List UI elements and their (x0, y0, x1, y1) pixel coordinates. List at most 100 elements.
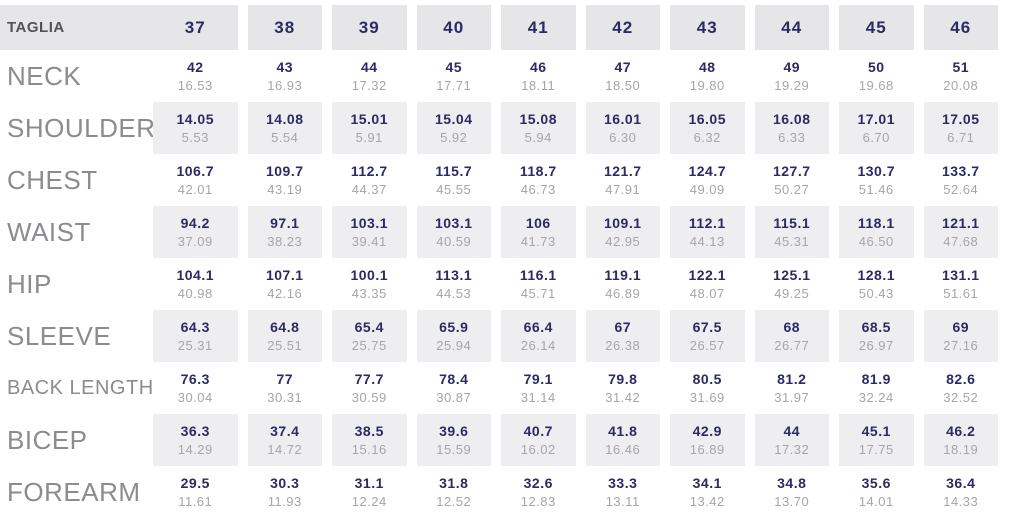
row-label-cell: SHOULDER (0, 102, 155, 154)
cm-value: 34.1 (692, 474, 722, 491)
inch-value: 52.64 (943, 181, 979, 197)
cm-value: 106.7 (176, 162, 215, 179)
inch-value: 30.87 (436, 389, 472, 405)
measurement-cell: 16.01 6.30 (575, 102, 660, 154)
measurement-cell: 94.2 37.09 (153, 206, 238, 258)
cm-value: 107.1 (265, 266, 304, 283)
cm-value: 65.9 (439, 318, 469, 335)
cm-value: 118.7 (519, 162, 557, 179)
measurement-cell: 17.01 6.70 (829, 102, 914, 154)
inch-value: 46.50 (858, 233, 894, 249)
cm-value: 51 (952, 58, 970, 75)
cm-value: 15.04 (434, 110, 473, 127)
inch-value: 19.80 (689, 77, 725, 93)
inch-value: 49.09 (689, 181, 725, 197)
inch-value: 18.19 (943, 441, 979, 457)
measurement-cell: 116.1 45.71 (491, 258, 576, 310)
measurement-cell: 14.08 5.54 (237, 102, 322, 154)
cm-value: 77 (276, 370, 294, 387)
measurement-cell: 106 41.73 (491, 206, 576, 258)
measurement-cell: 80.5 31.69 (660, 362, 745, 414)
cm-value: 109.7 (265, 162, 304, 179)
inch-value: 46.73 (520, 181, 556, 197)
inch-value: 31.69 (689, 389, 725, 405)
inch-value: 30.31 (267, 389, 303, 405)
cm-value: 17.05 (941, 110, 980, 127)
row-label: HIP (7, 268, 52, 299)
inch-value: 50.43 (858, 285, 894, 301)
inch-value: 16.02 (520, 441, 556, 457)
measurement-cell: 32.6 12.83 (491, 466, 576, 516)
measurement-cell: 107.1 42.16 (237, 258, 323, 310)
inch-value: 31.14 (520, 389, 556, 405)
cm-value: 16.01 (603, 110, 642, 127)
cm-value: 97.1 (270, 214, 300, 231)
row-label: WAIST (7, 216, 91, 247)
measurement-cell: 31.1 12.24 (322, 466, 407, 516)
inch-value: 25.75 (351, 337, 387, 353)
inch-value: 17.75 (858, 441, 894, 457)
measurement-cell: 33.3 13.11 (575, 466, 661, 516)
inch-value: 11.93 (267, 493, 302, 509)
inch-value: 27.16 (943, 337, 979, 353)
cm-value: 14.05 (176, 110, 215, 127)
measurement-cell: 112.1 44.13 (660, 206, 745, 258)
row-label-cell: BACK LENGTH (0, 362, 153, 414)
measurement-cell: 50 19.68 (829, 50, 914, 102)
cm-value: 109.1 (603, 214, 642, 231)
inch-value: 45.31 (774, 233, 810, 249)
cm-value: 34.8 (777, 474, 807, 491)
inch-value: 41.73 (520, 233, 556, 249)
inch-value: 16.46 (605, 441, 641, 457)
cm-value: 112.1 (688, 214, 726, 231)
cm-value: 79.8 (608, 370, 638, 387)
cm-value: 44 (360, 58, 378, 75)
inch-value: 19.29 (774, 77, 810, 93)
inch-value: 43.35 (351, 285, 387, 301)
inch-value: 11.61 (178, 493, 213, 509)
measurement-cell: 64.8 25.51 (237, 310, 322, 362)
measurement-cell: 103.1 39.41 (322, 206, 407, 258)
row-label: BICEP (7, 424, 88, 455)
size-header-40: 40 (406, 5, 491, 50)
inch-value: 50.27 (774, 181, 810, 197)
inch-value: 5.91 (355, 129, 383, 145)
inch-value: 32.52 (943, 389, 979, 405)
inch-value: 6.70 (862, 129, 890, 145)
inch-value: 25.31 (177, 337, 213, 353)
cm-value: 78.4 (439, 370, 469, 387)
cm-value: 64.8 (270, 318, 300, 335)
measurement-cell: 115.7 45.55 (406, 154, 492, 206)
measurement-cell: 103.1 40.59 (406, 206, 491, 258)
measurement-cell: 81.2 31.97 (744, 362, 830, 414)
measurement-cell: 42.9 16.89 (660, 414, 745, 466)
inch-value: 30.59 (351, 389, 387, 405)
inch-value: 26.77 (774, 337, 810, 353)
measurement-cell: 45 17.71 (406, 50, 492, 102)
table-header-row: TAGLIA 37 38 39 40 41 42 43 44 45 46 (0, 5, 998, 50)
cm-value: 121.1 (941, 214, 980, 231)
measurement-cell: 29.5 11.61 (153, 466, 238, 516)
inch-value: 45.71 (520, 285, 556, 301)
measurement-cell: 16.08 6.33 (744, 102, 829, 154)
inch-value: 19.68 (858, 77, 894, 93)
measurement-cell: 36.3 14.29 (153, 414, 238, 466)
measurement-cell: 68.5 26.97 (829, 310, 914, 362)
cm-value: 113.1 (435, 266, 473, 283)
table-row-sleeve: SLEEVE 64.3 25.31 64.8 25.51 65.4 25.75 65.9 25.… (0, 310, 998, 362)
inch-value: 16.89 (689, 441, 725, 457)
inch-value: 26.97 (858, 337, 894, 353)
cm-value: 106 (525, 214, 551, 231)
measurement-cell: 37.4 14.72 (237, 414, 322, 466)
cm-value: 33.3 (608, 474, 638, 491)
measurement-cell: 77 30.31 (237, 362, 323, 414)
inch-value: 45.55 (436, 181, 472, 197)
inch-value: 6.30 (609, 129, 637, 145)
cm-value: 128.1 (857, 266, 896, 283)
cm-value: 15.01 (350, 110, 389, 127)
cm-value: 133.7 (941, 162, 980, 179)
row-label: SLEEVE (7, 320, 112, 351)
cm-value: 94.2 (180, 214, 210, 231)
measurement-cell: 100.1 43.35 (322, 258, 407, 310)
